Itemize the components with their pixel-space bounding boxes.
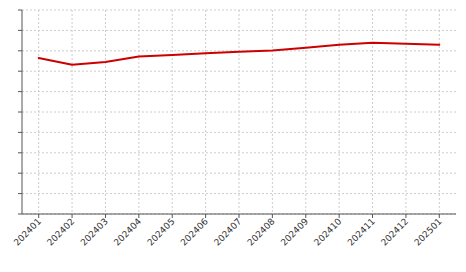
x-tick-label: 202410 [312,216,344,248]
y-grid-line [22,152,456,153]
axes: 2024012024022024032024042024052024062024… [12,10,456,248]
x-grid-line [72,10,73,214]
y-tick [18,30,22,31]
x-tick-label: 202405 [145,216,176,247]
x-tick [72,214,73,218]
y-tick [18,91,22,92]
x-tick-label: 202401 [12,216,43,247]
x-grid-line [439,10,440,214]
x-tick [38,214,39,218]
x-tick [272,214,273,218]
plot-area [39,43,440,65]
y-tick [18,132,22,133]
x-grid-line [372,10,373,214]
x-grid-line [172,10,173,214]
x-tick-label: 202403 [79,216,110,247]
x-tick [138,214,139,218]
x-tick-label: 202409 [279,216,311,248]
x-tick [339,214,340,218]
x-grid-line [305,10,306,214]
y-tick [18,112,22,113]
grid [22,10,456,214]
x-tick [205,214,206,218]
y-grid-line [22,132,456,133]
x-grid-line [38,10,39,214]
x-tick [172,214,173,218]
x-tick [305,214,306,218]
x-tick-label: 202407 [212,216,243,247]
x-tick-label: 202402 [45,216,76,247]
y-tick [18,193,22,194]
x-grid-line [138,10,139,214]
x-grid-line [339,10,340,214]
x-tick-label: 202411 [346,216,377,247]
x-tick [405,214,406,218]
x-tick-label: 202408 [245,216,277,248]
x-tick [439,214,440,218]
y-grid-line [22,193,456,194]
x-grid-line [105,10,106,214]
y-tick [18,152,22,153]
chart-container: 2024012024022024032024042024052024062024… [0,0,466,272]
x-tick-label: 202404 [112,216,144,248]
data-line [39,43,440,65]
x-tick [239,214,240,218]
x-tick-label: 202412 [379,216,410,247]
x-grid-line [239,10,240,214]
x-grid-line [205,10,206,214]
y-tick [18,50,22,51]
y-tick [18,10,22,11]
y-tick [18,214,22,215]
y-axis-line [22,10,23,214]
y-tick [18,173,22,174]
chart-svg: 2024012024022024032024042024052024062024… [0,0,466,272]
x-tick [372,214,373,218]
x-tick-label: 202501 [412,216,443,247]
y-tick [18,71,22,72]
x-tick [105,214,106,218]
x-grid-line [272,10,273,214]
x-tick-label: 202406 [179,216,211,248]
y-grid-line [22,173,456,174]
x-grid-line [405,10,406,214]
